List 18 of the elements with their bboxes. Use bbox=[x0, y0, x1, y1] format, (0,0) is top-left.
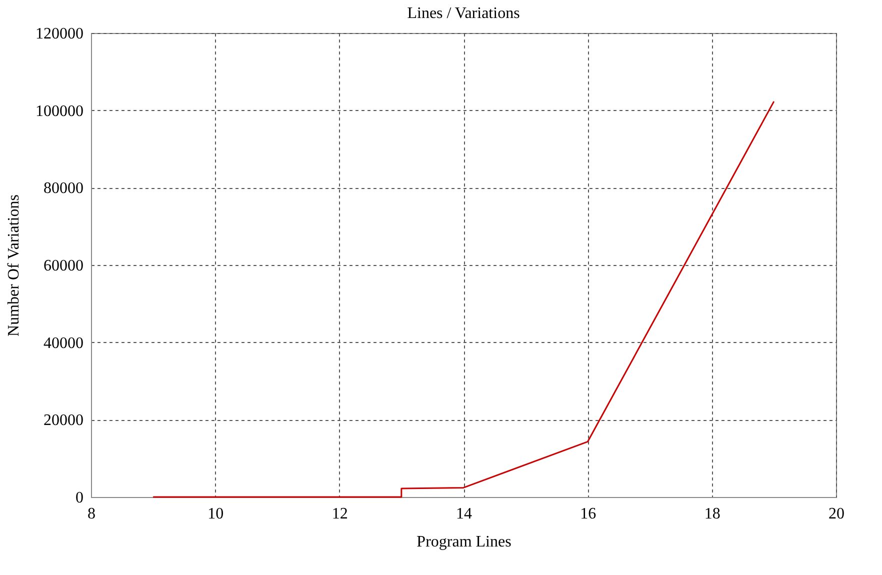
x-tick-label: 20 bbox=[828, 506, 844, 522]
x-axis-title: Program Lines bbox=[416, 534, 512, 550]
y-tick-label: 60000 bbox=[44, 258, 84, 274]
x-tick-label: 10 bbox=[208, 506, 224, 522]
x-tick-label: 12 bbox=[332, 506, 348, 522]
y-tick-label: 120000 bbox=[36, 26, 84, 42]
y-axis-title: Number Of Variations bbox=[6, 194, 22, 336]
y-tick-label: 20000 bbox=[44, 412, 84, 430]
x-tick-label: 14 bbox=[456, 506, 472, 522]
x-tick-label: 18 bbox=[704, 506, 720, 522]
y-tick-label: 40000 bbox=[44, 334, 84, 352]
line-series bbox=[152, 100, 775, 498]
chart-title: Lines / Variations bbox=[407, 5, 520, 22]
x-tick-label: 8 bbox=[88, 506, 96, 522]
x-tick-label: 16 bbox=[580, 506, 596, 522]
y-tick-label: 0 bbox=[76, 490, 84, 506]
y-tick-label: 100000 bbox=[36, 102, 84, 120]
y-tick-label: 80000 bbox=[44, 180, 84, 198]
